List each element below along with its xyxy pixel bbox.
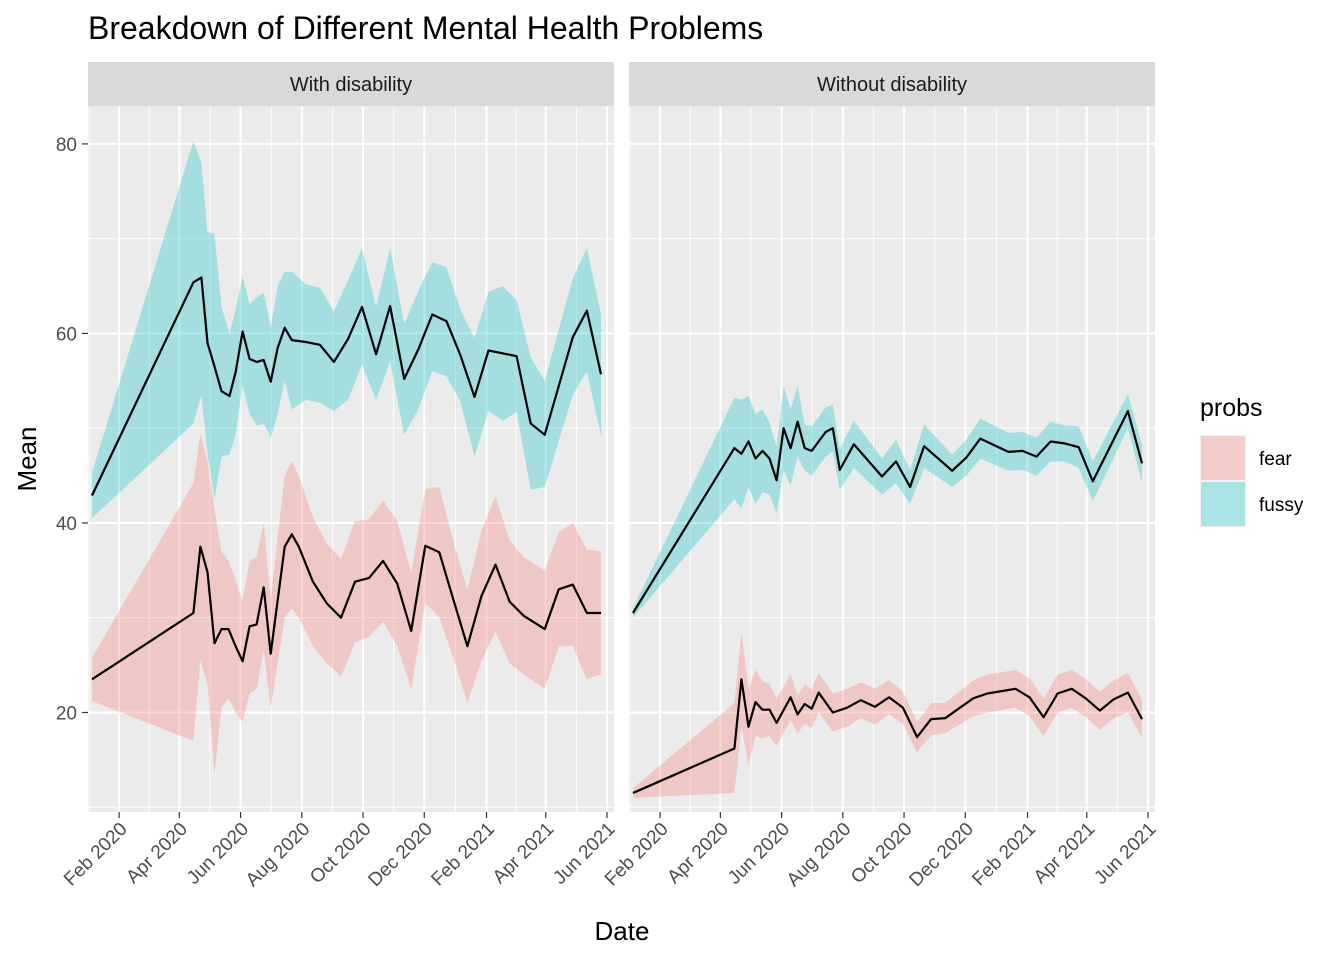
- series-line-fussy: [632, 410, 1144, 614]
- legend-swatch-fear: [1201, 436, 1245, 480]
- series-line-fussy: [91, 276, 603, 496]
- x-axis-title: Date: [595, 916, 650, 946]
- legend-label-fussy: fussy: [1259, 495, 1304, 516]
- facet-strip: [629, 62, 1155, 106]
- x-tick-label: Aug 2020: [783, 819, 855, 891]
- ribbon-fear: [633, 631, 1142, 798]
- series-line-fear: [632, 678, 1143, 795]
- x-tick-label: Apr 2020: [122, 819, 191, 888]
- panel-background: [629, 106, 1155, 812]
- x-tick-label: Feb 2020: [60, 819, 132, 891]
- y-axis-title: Mean: [12, 426, 42, 491]
- x-tick-label: Jun 2020: [183, 819, 253, 889]
- chart-title: Breakdown of Different Mental Health Pro…: [88, 10, 763, 46]
- legend: probs fear fussy: [1200, 394, 1304, 527]
- x-tick-label: Aug 2020: [242, 819, 314, 891]
- x-tick-label: Apr 2021: [489, 819, 558, 888]
- legend-title: probs: [1200, 394, 1263, 422]
- legend-swatch-fussy: [1201, 482, 1245, 526]
- facet-strip: [88, 62, 614, 106]
- x-tick-label: Feb 2021: [968, 819, 1040, 891]
- y-axis: 20 40 60 80: [56, 135, 88, 724]
- x-tick-label: Jun 2021: [1090, 819, 1160, 889]
- facet-strip-label: Without disability: [817, 74, 967, 96]
- x-tick-label: Dec 2020: [905, 819, 977, 891]
- y-tick-label: 40: [56, 514, 77, 535]
- y-tick-label: 80: [56, 135, 77, 156]
- x-tick-label: Dec 2020: [364, 819, 436, 891]
- x-tick-label: Apr 2021: [1030, 819, 1099, 888]
- ribbon-fussy: [633, 385, 1142, 618]
- x-tick-label: Apr 2020: [663, 819, 732, 888]
- x-tick-label: Feb 2021: [427, 819, 499, 891]
- y-tick-label: 60: [56, 324, 77, 345]
- facet-strip-label: With disability: [290, 74, 412, 96]
- x-tick-label: Jun 2020: [724, 819, 794, 889]
- legend-label-fear: fear: [1259, 449, 1292, 470]
- y-tick-label: 20: [56, 703, 77, 724]
- legend-key-bg: [1200, 435, 1246, 481]
- legend-key-bg: [1200, 481, 1246, 527]
- ribbon-fussy: [92, 141, 601, 519]
- series-line-fear: [91, 533, 601, 681]
- panel-background: [88, 106, 614, 812]
